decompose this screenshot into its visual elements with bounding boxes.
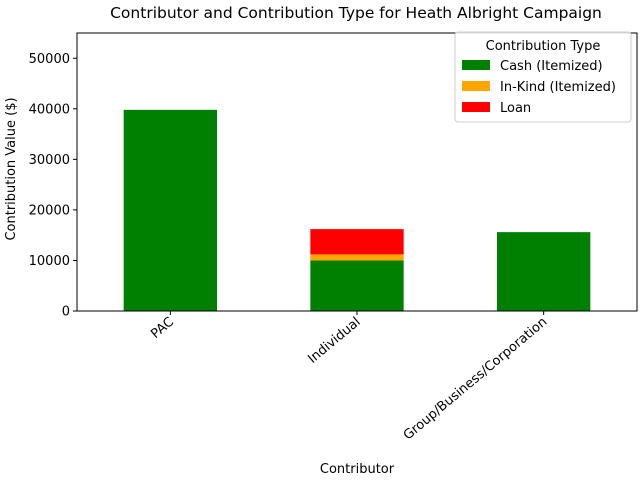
y-tick-label: 0	[62, 305, 70, 320]
bar-individual-series-0	[310, 260, 404, 311]
x-axis-label: Contributor	[320, 462, 395, 477]
legend-label-0: Cash (Itemized)	[500, 59, 603, 74]
legend-box	[454, 31, 632, 123]
legend-label-1: In-Kind (Itemized)	[500, 80, 616, 95]
legend-swatch-2	[462, 102, 490, 112]
legend-swatch-0	[462, 60, 490, 70]
legend-title: Contribution Type	[486, 39, 601, 54]
legend-label-2: Loan	[500, 101, 531, 116]
y-tick-label: 40000	[29, 102, 70, 117]
plot-frame	[76, 32, 638, 312]
legend-swatch-1	[462, 81, 490, 91]
bars-group	[123, 109, 591, 311]
bar-pac-series-0	[123, 109, 217, 311]
y-tick-label: 50000	[29, 52, 70, 67]
bar-group-business-corporation-series-0	[497, 232, 591, 311]
y-axis: 0 10000 20000 30000 40000 50000	[29, 52, 77, 320]
bar-individual-series-1	[310, 254, 404, 261]
y-axis-label: Contribution Value ($)	[4, 97, 19, 240]
y-tick-label: 20000	[29, 203, 70, 218]
bar-individual-series-2	[310, 229, 404, 255]
chart-title: Contributor and Contribution Type for He…	[110, 4, 602, 22]
legend: Contribution Type Cash (Itemized) In-Kind…	[454, 31, 632, 123]
y-tick-label: 30000	[29, 153, 70, 168]
y-tick-label: 10000	[29, 254, 70, 269]
